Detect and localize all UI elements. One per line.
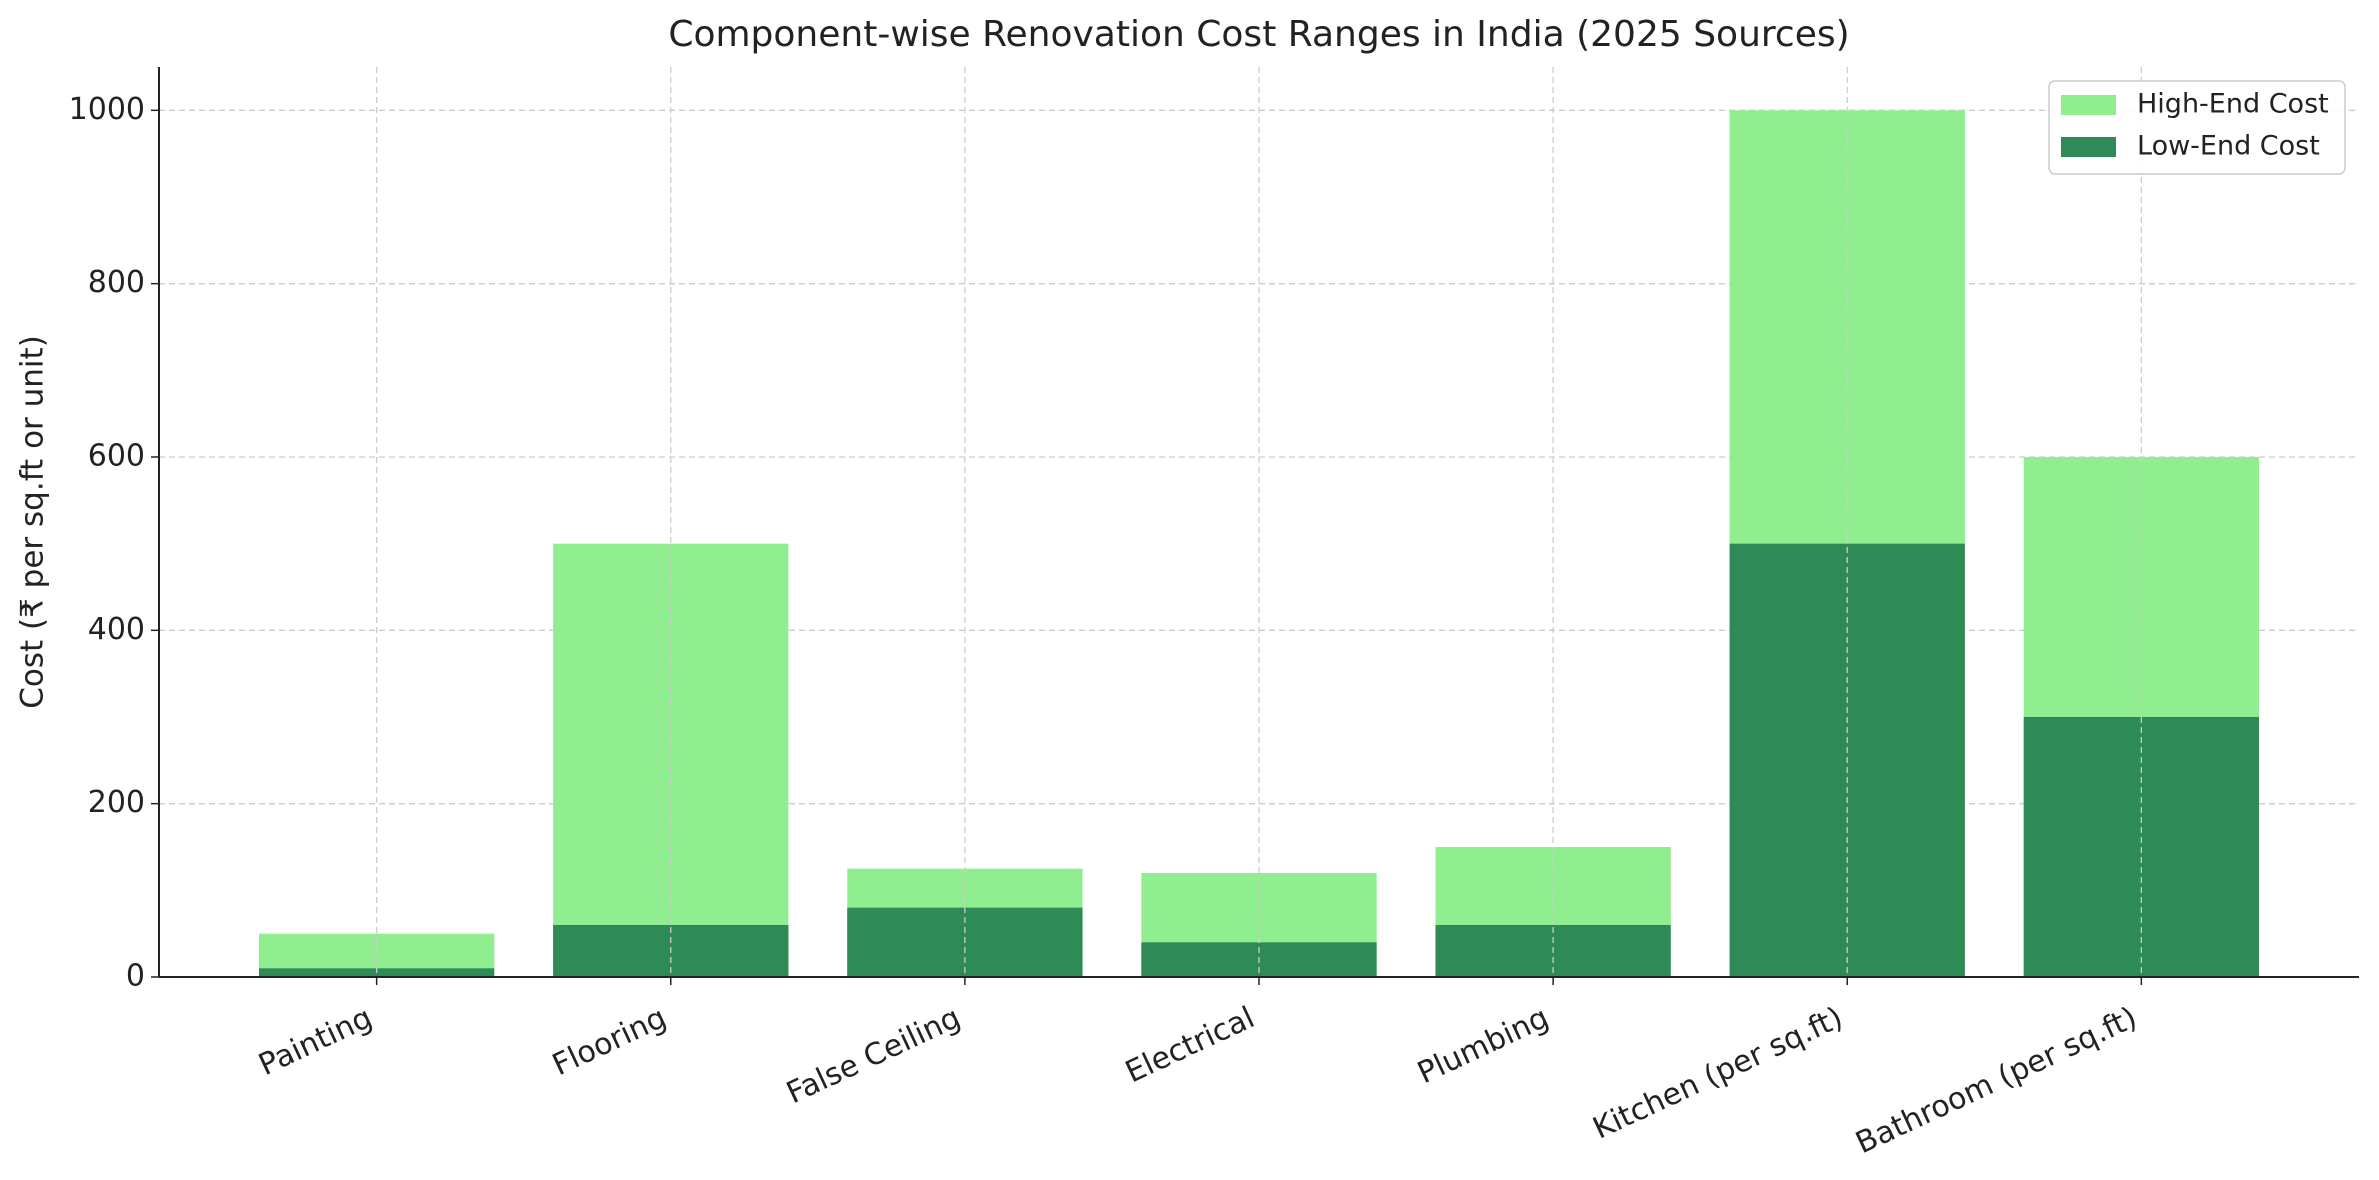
x-tick-label: Electrical xyxy=(1120,1000,1260,1090)
y-tick-label: 1000 xyxy=(69,92,145,127)
x-tick-label: Flooring xyxy=(547,1000,671,1083)
y-tick-label: 400 xyxy=(88,612,145,647)
y-tick-label: 200 xyxy=(88,785,145,820)
legend-label: Low-End Cost xyxy=(2137,131,2320,162)
legend-swatch xyxy=(2061,137,2116,157)
x-tick-label: False Ceiling xyxy=(781,1000,966,1111)
x-tick-label: Plumbing xyxy=(1412,1000,1554,1091)
legend-box xyxy=(2048,80,2346,175)
legend-swatch xyxy=(2061,95,2116,115)
chart-title: Component-wise Renovation Cost Ranges in… xyxy=(668,14,1849,55)
y-axis-label: Cost (₹ per sq.ft or unit) xyxy=(15,335,51,709)
x-tick-label: Bathroom (per sq.ft) xyxy=(1851,1000,2143,1161)
y-tick-label: 600 xyxy=(88,439,145,474)
legend-label: High-End Cost xyxy=(2137,89,2329,120)
y-tick-label: 800 xyxy=(88,265,145,300)
x-tick-label: Kitchen (per sq.ft) xyxy=(1588,1000,1848,1146)
x-tick-label: Painting xyxy=(253,1000,377,1083)
y-tick-label: 0 xyxy=(126,959,145,994)
